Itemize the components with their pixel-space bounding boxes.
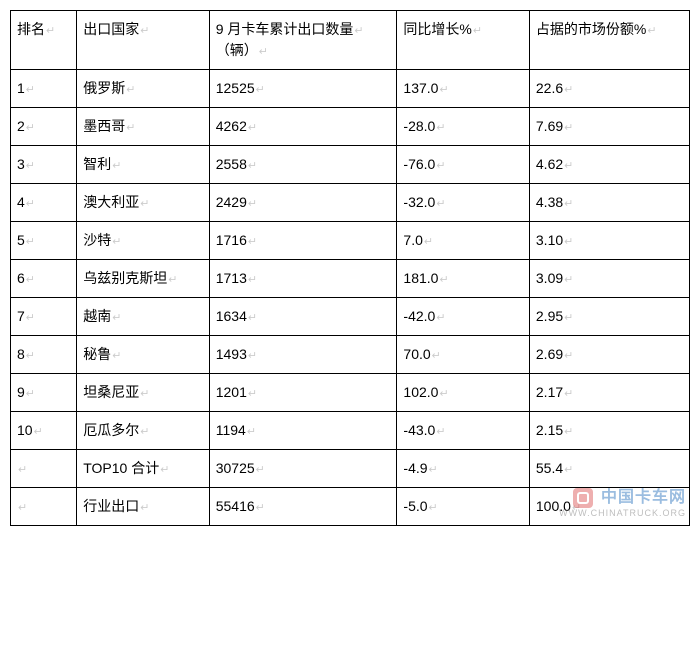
table-cell: 2.17↵ xyxy=(529,374,689,412)
table-cell: 墨西哥↵ xyxy=(77,108,209,146)
table-cell: -76.0↵ xyxy=(397,146,529,184)
table-cell: ↵ xyxy=(11,488,77,526)
table-cell: 3.09↵ xyxy=(529,260,689,298)
table-cell: 2↵ xyxy=(11,108,77,146)
table-cell: 10↵ xyxy=(11,412,77,450)
table-row: 3↵智利↵2558↵-76.0↵4.62↵ xyxy=(11,146,690,184)
table-cell: 6↵ xyxy=(11,260,77,298)
table-row: 10↵厄瓜多尔↵1194↵-43.0↵2.15↵ xyxy=(11,412,690,450)
table-cell: ↵ xyxy=(11,450,77,488)
table-cell: 8↵ xyxy=(11,336,77,374)
table-cell: 沙特↵ xyxy=(77,222,209,260)
table-cell: 4.38↵ xyxy=(529,184,689,222)
table-cell: 智利↵ xyxy=(77,146,209,184)
table-cell: 1716↵ xyxy=(209,222,397,260)
table-row: 6↵乌兹别克斯坦↵1713↵181.0↵3.09↵ xyxy=(11,260,690,298)
table-cell: 2.69↵ xyxy=(529,336,689,374)
table-cell: 坦桑尼亚↵ xyxy=(77,374,209,412)
table-cell: 俄罗斯↵ xyxy=(77,70,209,108)
table-cell: 30725↵ xyxy=(209,450,397,488)
table-cell: 7.69↵ xyxy=(529,108,689,146)
table-cell: 3.10↵ xyxy=(529,222,689,260)
table-cell: 2.95↵ xyxy=(529,298,689,336)
table-cell: 1194↵ xyxy=(209,412,397,450)
table-row: ↵TOP10 合计↵30725↵-4.9↵55.4↵ xyxy=(11,450,690,488)
table-cell: 1713↵ xyxy=(209,260,397,298)
table-cell: 22.6↵ xyxy=(529,70,689,108)
table-cell: 4↵ xyxy=(11,184,77,222)
table-cell: 7↵ xyxy=(11,298,77,336)
table-cell: 2429↵ xyxy=(209,184,397,222)
table-cell: -5.0↵ xyxy=(397,488,529,526)
table-cell: 55.4↵ xyxy=(529,450,689,488)
table-row: 1↵俄罗斯↵12525↵137.0↵22.6↵ xyxy=(11,70,690,108)
table-cell: 3↵ xyxy=(11,146,77,184)
table-cell: 厄瓜多尔↵ xyxy=(77,412,209,450)
table-cell: 100.0↵ xyxy=(529,488,689,526)
table-cell: 1634↵ xyxy=(209,298,397,336)
table-cell: -43.0↵ xyxy=(397,412,529,450)
table-cell: 4262↵ xyxy=(209,108,397,146)
table-row: 4↵澳大利亚↵2429↵-32.0↵4.38↵ xyxy=(11,184,690,222)
header-cell: 出口国家↵ xyxy=(77,11,209,70)
table-cell: -42.0↵ xyxy=(397,298,529,336)
table-cell: 4.62↵ xyxy=(529,146,689,184)
table-cell: 秘鲁↵ xyxy=(77,336,209,374)
table-cell: TOP10 合计↵ xyxy=(77,450,209,488)
header-cell: 排名↵ xyxy=(11,11,77,70)
table-cell: 181.0↵ xyxy=(397,260,529,298)
table-cell: 越南↵ xyxy=(77,298,209,336)
table-cell: 1201↵ xyxy=(209,374,397,412)
table-cell: 1493↵ xyxy=(209,336,397,374)
table-cell: 澳大利亚↵ xyxy=(77,184,209,222)
table-row: 5↵沙特↵1716↵7.0↵3.10↵ xyxy=(11,222,690,260)
export-table: 排名↵出口国家↵9 月卡车累计出口数量↵（辆）↵同比增长%↵占据的市场份额%↵1… xyxy=(10,10,690,526)
table-cell: 2.15↵ xyxy=(529,412,689,450)
table-row: 2↵墨西哥↵4262↵-28.0↵7.69↵ xyxy=(11,108,690,146)
table-cell: 70.0↵ xyxy=(397,336,529,374)
table-row: 9↵坦桑尼亚↵1201↵102.0↵2.17↵ xyxy=(11,374,690,412)
header-cell: 9 月卡车累计出口数量↵（辆）↵ xyxy=(209,11,397,70)
table-cell: 55416↵ xyxy=(209,488,397,526)
header-cell: 同比增长%↵ xyxy=(397,11,529,70)
table-cell: 1↵ xyxy=(11,70,77,108)
table-cell: 102.0↵ xyxy=(397,374,529,412)
header-cell: 占据的市场份额%↵ xyxy=(529,11,689,70)
table-cell: -4.9↵ xyxy=(397,450,529,488)
table-cell: 9↵ xyxy=(11,374,77,412)
table-row: ↵行业出口↵55416↵-5.0↵100.0↵ xyxy=(11,488,690,526)
table-cell: 12525↵ xyxy=(209,70,397,108)
table-cell: 5↵ xyxy=(11,222,77,260)
table-cell: 行业出口↵ xyxy=(77,488,209,526)
table-row: 7↵越南↵1634↵-42.0↵2.95↵ xyxy=(11,298,690,336)
table-cell: 7.0↵ xyxy=(397,222,529,260)
table-cell: 137.0↵ xyxy=(397,70,529,108)
table-row: 8↵秘鲁↵1493↵70.0↵2.69↵ xyxy=(11,336,690,374)
table-cell: 2558↵ xyxy=(209,146,397,184)
table-cell: -32.0↵ xyxy=(397,184,529,222)
table-cell: 乌兹别克斯坦↵ xyxy=(77,260,209,298)
table-cell: -28.0↵ xyxy=(397,108,529,146)
